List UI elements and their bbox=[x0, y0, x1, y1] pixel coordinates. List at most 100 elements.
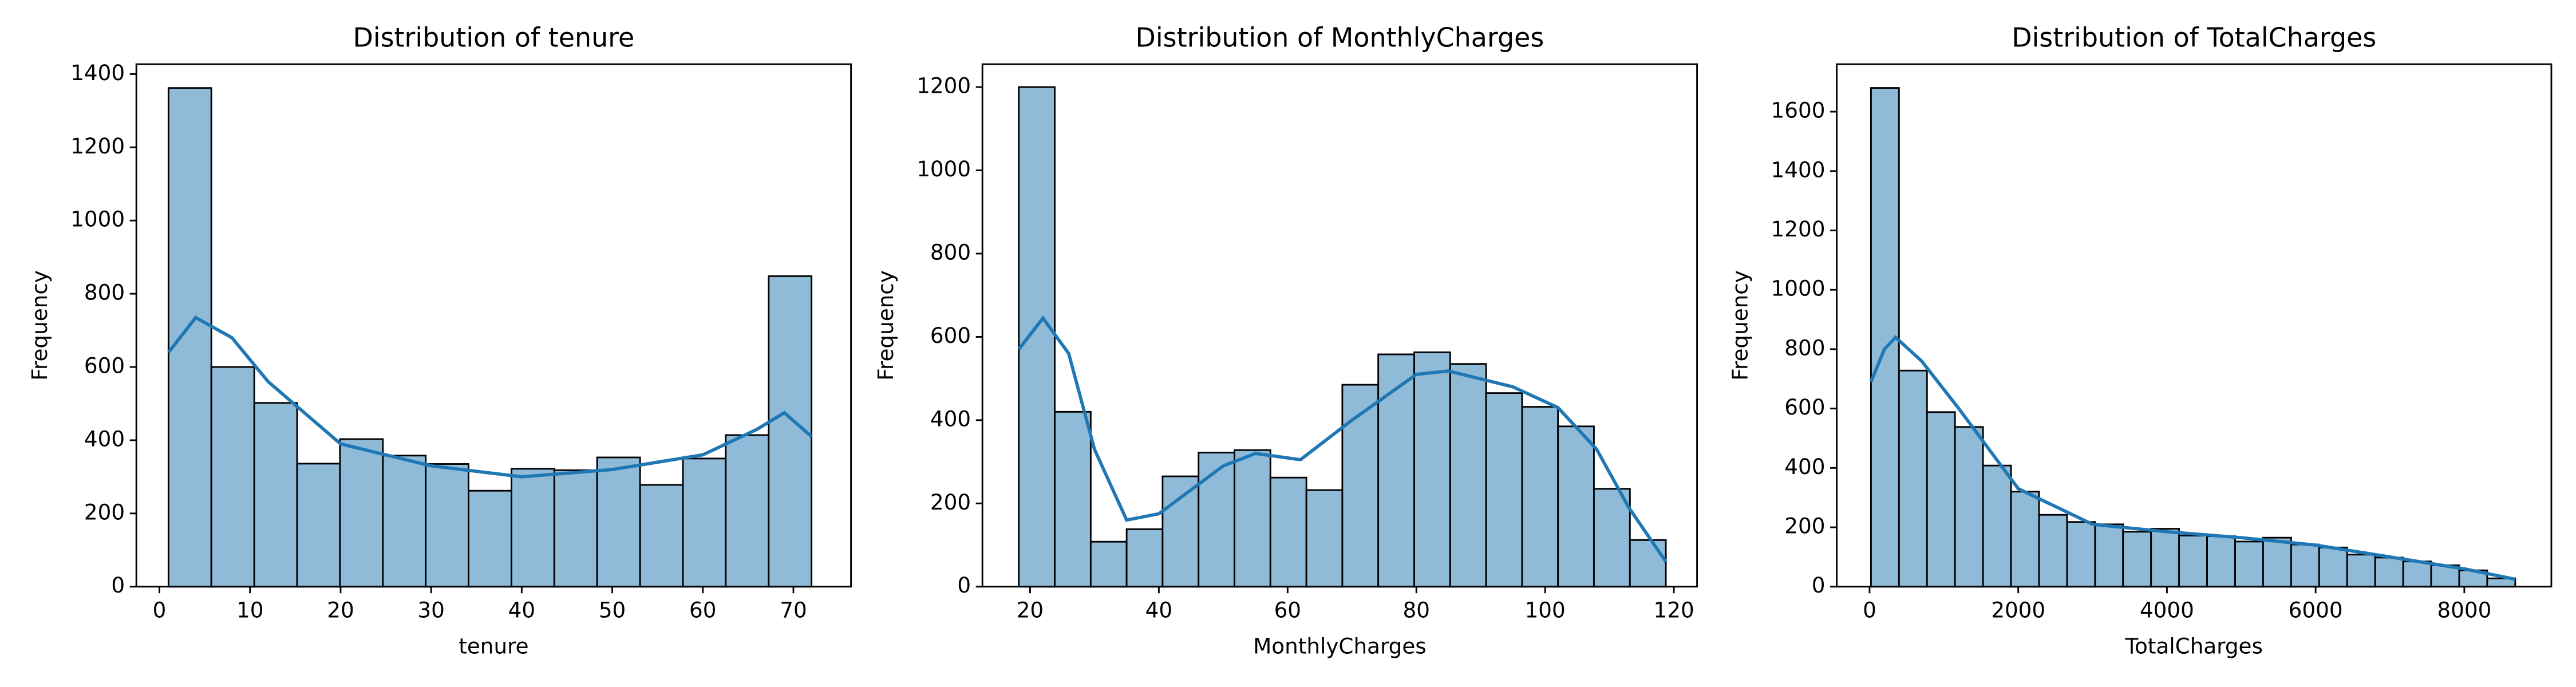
y-tick-label: 600 bbox=[930, 323, 971, 348]
bar bbox=[2374, 556, 2404, 588]
y-tick-label: 600 bbox=[1784, 394, 1825, 420]
x-tick-label: 40 bbox=[1145, 597, 1172, 622]
x-tick-label: 30 bbox=[417, 597, 444, 622]
bar bbox=[1054, 410, 1092, 588]
bar bbox=[1926, 411, 1956, 588]
x-tick-label: 0 bbox=[153, 597, 167, 622]
kde-line bbox=[1869, 335, 2516, 581]
bar bbox=[596, 456, 641, 588]
kde-line bbox=[1017, 315, 1668, 563]
bar bbox=[1557, 425, 1595, 588]
y-tick-label: 0 bbox=[957, 572, 971, 598]
plot-frame bbox=[135, 63, 852, 588]
bar bbox=[210, 366, 255, 588]
y-tick-label: 800 bbox=[930, 239, 971, 264]
x-tick-label: 80 bbox=[1403, 597, 1430, 622]
x-tick-label: 2000 bbox=[1991, 597, 2045, 622]
y-axis-label: Frequency bbox=[27, 270, 52, 381]
y-tick-label: 0 bbox=[1812, 572, 1826, 598]
y-tick-label: 1000 bbox=[916, 156, 971, 181]
y-tick-label: 200 bbox=[1784, 514, 1825, 539]
bar bbox=[382, 455, 427, 588]
x-tick-label: 100 bbox=[1525, 597, 1566, 622]
chart-title: Distribution of tenure bbox=[353, 22, 635, 53]
bar bbox=[2346, 554, 2376, 588]
x-tick-label: 20 bbox=[327, 597, 354, 622]
y-axis-label: Frequency bbox=[1728, 270, 1753, 381]
bar bbox=[2178, 535, 2208, 588]
x-tick-label: 50 bbox=[599, 597, 626, 622]
bar bbox=[2206, 535, 2236, 588]
bar bbox=[1449, 363, 1487, 588]
x-tick-label: 40 bbox=[508, 597, 535, 622]
bar bbox=[1018, 86, 1056, 588]
y-tick-label: 1000 bbox=[70, 207, 125, 232]
y-tick-label: 600 bbox=[84, 353, 125, 378]
bar bbox=[167, 87, 212, 588]
x-tick-label: 60 bbox=[1274, 597, 1301, 622]
x-tick-label: 120 bbox=[1654, 597, 1694, 622]
y-tick-label: 1400 bbox=[1771, 157, 1826, 182]
bar bbox=[2122, 531, 2152, 588]
bar bbox=[1269, 476, 1307, 588]
bar bbox=[1161, 475, 1200, 588]
y-tick-label: 400 bbox=[84, 426, 125, 451]
y-tick-label: 800 bbox=[1784, 335, 1825, 360]
y-tick-label: 200 bbox=[84, 499, 125, 524]
bar bbox=[553, 469, 598, 588]
bar bbox=[2318, 546, 2348, 588]
bar bbox=[1629, 539, 1667, 588]
bar bbox=[1954, 426, 1984, 588]
bar bbox=[682, 457, 727, 588]
bar bbox=[511, 468, 555, 588]
y-tick-label: 0 bbox=[111, 572, 125, 598]
bar bbox=[725, 434, 770, 588]
bar bbox=[2038, 514, 2068, 588]
x-tick-label: 70 bbox=[780, 597, 807, 622]
y-tick-label: 1400 bbox=[70, 60, 125, 85]
x-axis-label: TotalCharges bbox=[2125, 633, 2263, 658]
bar bbox=[339, 438, 384, 588]
y-tick-label: 200 bbox=[930, 489, 971, 515]
bar bbox=[2262, 536, 2292, 588]
bar bbox=[2290, 543, 2320, 588]
bar bbox=[253, 402, 298, 588]
bar bbox=[1898, 369, 1928, 588]
x-tick-label: 20 bbox=[1017, 597, 1044, 622]
plot-frame bbox=[981, 63, 1698, 588]
bar bbox=[1413, 351, 1451, 588]
bar bbox=[1089, 540, 1128, 588]
bar bbox=[1593, 488, 1631, 588]
bar bbox=[1982, 464, 2012, 588]
y-tick-label: 1200 bbox=[70, 133, 125, 159]
x-tick-label: 0 bbox=[1863, 597, 1876, 622]
x-tick-label: 6000 bbox=[2289, 597, 2343, 622]
kde-line bbox=[167, 315, 813, 479]
y-tick-label: 1600 bbox=[1771, 98, 1826, 123]
y-tick-label: 400 bbox=[1784, 454, 1825, 479]
x-axis-label: tenure bbox=[459, 633, 528, 658]
x-tick-label: 8000 bbox=[2437, 597, 2491, 622]
bar bbox=[2150, 528, 2180, 588]
plot-frame bbox=[1836, 63, 2553, 588]
y-tick-label: 1200 bbox=[916, 73, 971, 98]
bar bbox=[2010, 491, 2040, 588]
y-tick-label: 1200 bbox=[1771, 216, 1826, 242]
y-tick-label: 800 bbox=[84, 280, 125, 305]
bar bbox=[1521, 406, 1559, 588]
bar bbox=[2402, 560, 2432, 588]
bar bbox=[639, 484, 684, 588]
x-axis-label: MonthlyCharges bbox=[1253, 633, 1427, 658]
x-tick-label: 4000 bbox=[2140, 597, 2194, 622]
y-axis-label: Frequency bbox=[873, 270, 898, 381]
y-tick-label: 400 bbox=[930, 406, 971, 431]
bar bbox=[1305, 489, 1344, 588]
x-tick-label: 10 bbox=[236, 597, 263, 622]
bar bbox=[1485, 392, 1523, 588]
y-tick-label: 1000 bbox=[1771, 276, 1826, 301]
bar bbox=[468, 489, 512, 588]
bar bbox=[2234, 540, 2264, 588]
x-tick-label: 60 bbox=[689, 597, 716, 622]
